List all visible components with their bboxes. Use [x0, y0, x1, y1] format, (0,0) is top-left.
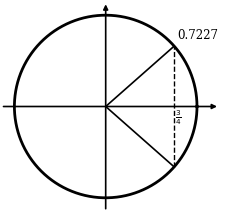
Text: $\frac{3}{4}$: $\frac{3}{4}$: [174, 108, 181, 127]
Text: 0.7227: 0.7227: [176, 29, 217, 42]
